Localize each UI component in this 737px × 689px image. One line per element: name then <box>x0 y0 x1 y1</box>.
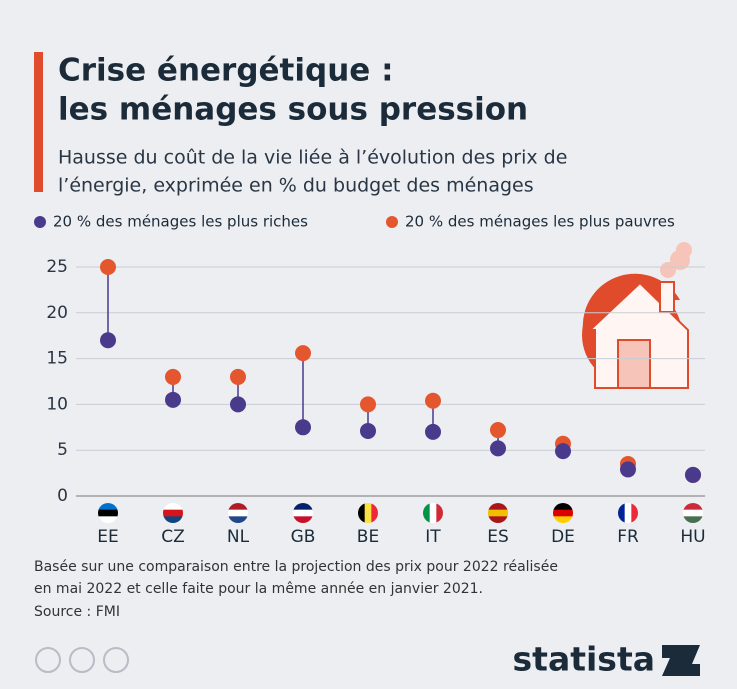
y-tick-label: 25 <box>46 257 68 277</box>
flag-stripe <box>625 503 632 523</box>
chart-title: les ménages sous pression <box>58 92 528 128</box>
y-tick-label: 10 <box>46 394 68 414</box>
x-tick-label: BE <box>357 527 379 547</box>
x-tick-label: IT <box>425 527 441 547</box>
flag-stripe <box>163 510 183 517</box>
x-tick-label: ES <box>487 527 509 547</box>
x-tick-label: GB <box>291 527 316 547</box>
y-tick-label: 20 <box>46 303 68 323</box>
flag-stripe <box>228 510 248 517</box>
flag-stripe <box>553 510 573 517</box>
flag-stripe <box>293 510 313 517</box>
dot <box>425 393 441 409</box>
subtitle: l’énergie, exprimée en % du budget des m… <box>58 175 534 197</box>
dot <box>555 443 571 459</box>
title-accent <box>34 52 43 192</box>
legend-label: 20 % des ménages les plus riches <box>53 213 308 231</box>
dot <box>490 422 506 438</box>
flag-stripe <box>98 510 118 517</box>
dot <box>100 332 116 348</box>
x-tick-label: HU <box>680 527 705 547</box>
dot <box>360 396 376 412</box>
flag-stripe <box>488 510 508 517</box>
dot <box>100 259 116 275</box>
x-tick-label: EE <box>97 527 118 547</box>
flag-stripe <box>683 510 703 517</box>
legend-label: 20 % des ménages les plus pauvres <box>405 213 675 231</box>
x-tick-label: NL <box>227 527 250 547</box>
dot <box>360 423 376 439</box>
subtitle: Hausse du coût de la vie liée à l’évolut… <box>58 147 567 169</box>
source: Source : FMI <box>34 604 120 620</box>
dot <box>620 461 636 477</box>
flag-stripe <box>365 503 372 523</box>
dot <box>490 440 506 456</box>
y-tick-label: 15 <box>46 349 68 369</box>
x-tick-label: DE <box>551 527 575 547</box>
x-tick-label: CZ <box>161 527 185 547</box>
dot <box>425 424 441 440</box>
chart-title: Crise énergétique : <box>58 53 393 89</box>
brand: statista <box>513 640 655 679</box>
dot <box>295 345 311 361</box>
chart: Crise énergétique : les ménages sous pre… <box>0 0 737 689</box>
flag-stripe <box>430 503 437 523</box>
dot <box>685 467 701 483</box>
note: Basée sur une comparaison entre la proje… <box>34 559 558 575</box>
dot <box>165 392 181 408</box>
dot <box>230 369 246 385</box>
legend-marker <box>34 216 46 228</box>
x-tick-label: FR <box>617 527 639 547</box>
y-tick-label: 5 <box>57 440 68 460</box>
dot <box>295 419 311 435</box>
dot <box>165 369 181 385</box>
y-tick-label: 0 <box>57 486 68 506</box>
note: en mai 2022 et celle faite pour la même … <box>34 581 483 597</box>
dot <box>230 396 246 412</box>
legend-marker <box>386 216 398 228</box>
